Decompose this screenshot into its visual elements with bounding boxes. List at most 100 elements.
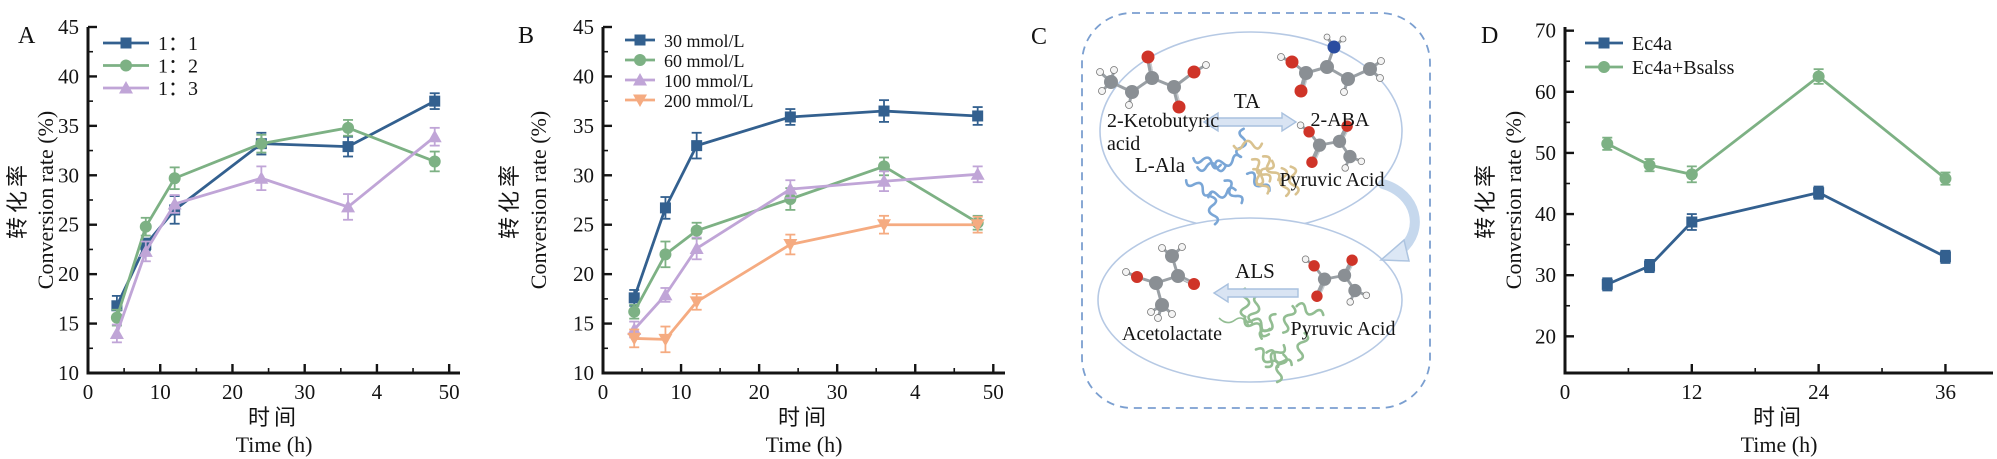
y-tick-label: 20 [573, 262, 594, 286]
transaminase-protein-icon [1184, 127, 1300, 226]
molecule-pyruvic-acid-top [1296, 120, 1366, 172]
y-tick-label: 30 [573, 163, 594, 187]
molecule-pyruvic-acid-bottom [1301, 254, 1371, 306]
marker-triangle-up [783, 182, 798, 195]
x-tick-label: 24 [1808, 380, 1830, 404]
y-axis-label-en: Conversion rate (%) [33, 111, 58, 289]
y-tick-label: 45 [58, 15, 79, 39]
marker-circle [139, 220, 152, 233]
y-tick-label: 40 [573, 64, 594, 88]
x-axis-label-cn: 时间 [1753, 405, 1805, 430]
marker-square [628, 292, 640, 304]
marker-circle [342, 121, 355, 134]
marker-circle [628, 305, 641, 318]
y-tick-label: 40 [1535, 202, 1556, 226]
marker-triangle-down [658, 333, 673, 347]
x-axis-label-en: Time (h) [236, 432, 313, 457]
panel-d: D 20 30 40 50 60 70 0 12 24 36 时间 Time (h) 转化率 Conver… [1455, 0, 1997, 459]
y-tick-label: 35 [58, 114, 79, 138]
label-2-ketobutyric-line1: 2-Ketobutyric [1107, 110, 1219, 132]
marker-circle [1601, 137, 1614, 150]
x-tick-label: 4 [910, 380, 921, 404]
marker-circle [690, 224, 703, 237]
legend-item-1：2: 1：2 [103, 56, 198, 78]
axes: 20 30 40 50 60 70 0 12 24 36 [1535, 19, 1993, 404]
y-tick-label: 40 [58, 64, 79, 88]
marker-triangle-up [877, 174, 892, 187]
als-arrow-icon [1212, 282, 1299, 304]
marker-triangle-down [627, 332, 642, 346]
y-tick-label: 15 [573, 312, 594, 336]
marker-triangle-up [633, 73, 647, 86]
marker-triangle-up [254, 171, 269, 184]
y-tick-label: 15 [58, 312, 79, 336]
panel-a-letter: A [18, 23, 36, 49]
y-axis-label-en: Conversion rate (%) [1501, 111, 1526, 289]
marker-square [111, 300, 123, 312]
legend-item-100 mmol/L: 100 mmol/L [625, 71, 754, 91]
legend-item-1：1: 1：1 [103, 33, 198, 55]
marker-circle [784, 193, 797, 206]
y-tick-label: 70 [1535, 19, 1556, 43]
series-60 mmol/L [628, 156, 984, 320]
ta-double-arrow-icon [1202, 111, 1298, 133]
y-tick-label: 10 [58, 361, 79, 385]
y-axis-label-cn: 转化率 [497, 161, 522, 239]
marker-triangle-up [138, 244, 153, 257]
legend-item-60 mmol/L: 60 mmol/L [625, 51, 745, 71]
marker-triangle-down [783, 238, 798, 252]
label-als-enzyme: ALS [1235, 259, 1275, 283]
marker-circle [110, 311, 123, 324]
marker-circle [634, 54, 646, 66]
marker-triangle-down [877, 219, 892, 232]
x-tick-label: 0 [1560, 380, 1571, 404]
x-tick-label: 0 [598, 380, 609, 404]
panel-c-letter: C [1031, 24, 1047, 50]
marker-square [1644, 260, 1656, 272]
marker-square [784, 111, 796, 123]
marker-triangle-up [109, 326, 124, 339]
marker-triangle-up [341, 199, 356, 213]
y-tick-label: 60 [1535, 80, 1556, 104]
panel-b: B 10 15 20 25 30 35 40 45 0 10 20 30 4 50 时间 Time (h) 转化… [462, 0, 1007, 459]
marker-square [1686, 216, 1698, 228]
x-tick-label: 20 [222, 380, 243, 404]
label-2-aba: 2-ABA [1311, 109, 1370, 131]
series-Ec4a+Bsalss [1601, 68, 1952, 186]
marker-square [1939, 251, 1951, 263]
legend-item-Ec4a+Bsalss: Ec4a+Bsalss [1585, 57, 1735, 79]
panel-c-diagram: C 2-Ketobutyric acid TA 2-ABA L-Ala Pyru… [1031, 12, 1431, 409]
marker-circle [168, 172, 181, 185]
series-1：2 [110, 119, 441, 327]
legend-label: Ec4a [1632, 33, 1672, 55]
legend-item-Ec4a: Ec4a [1585, 33, 1672, 55]
legend-label: 100 mmol/L [664, 71, 754, 91]
marker-square [1601, 278, 1613, 290]
legend-label: 200 mmol/L [664, 91, 754, 111]
marker-circle [255, 137, 268, 150]
marker-triangle-down [689, 296, 704, 309]
marker-square [659, 202, 671, 214]
marker-triangle-up [689, 241, 704, 254]
y-tick-label: 50 [1535, 141, 1556, 165]
legend-label: 1：3 [158, 78, 198, 100]
marker-square [1598, 37, 1610, 49]
marker-triangle-down [970, 219, 985, 232]
panel-c: C 2-Ketobutyric acid TA 2-ABA L-Ala Pyru… [1007, 0, 1455, 459]
x-tick-label: 50 [439, 380, 460, 404]
label-pyruvic-acid-bottom: Pyruvic Acid [1291, 318, 1396, 340]
x-axis-label-cn: 时间 [248, 405, 300, 430]
series-200 mmol/L [627, 214, 985, 354]
legend-label: Ec4a+Bsalss [1632, 57, 1735, 79]
y-tick-label: 30 [58, 163, 79, 187]
legend-label: 1：1 [158, 33, 198, 55]
x-tick-label: 36 [1935, 380, 1956, 404]
legend-item-1：3: 1：3 [103, 78, 198, 100]
legend-item-200 mmol/L: 200 mmol/L [625, 91, 754, 111]
x-tick-label: 10 [671, 380, 692, 404]
x-tick-label: 50 [983, 380, 1004, 404]
als-protein-icon [1218, 287, 1325, 384]
marker-square [1813, 187, 1825, 199]
marker-circle [659, 248, 672, 261]
